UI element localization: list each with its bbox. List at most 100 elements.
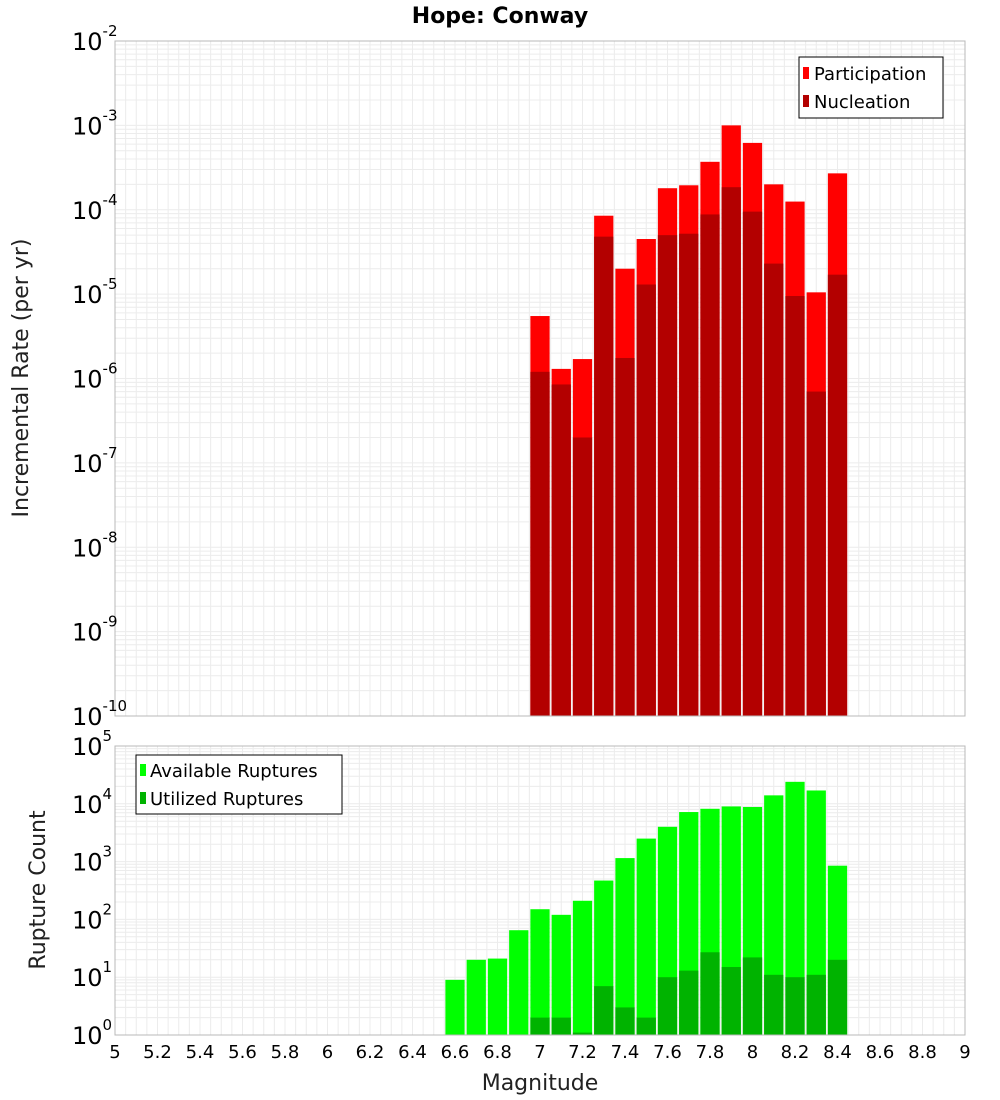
top-plot-frame (114, 40, 966, 717)
bottom-bar-series2 (572, 1032, 593, 1035)
x-tick-label: 9 (959, 1042, 970, 1063)
chart-title: Hope: Conway (412, 4, 588, 29)
bottom-bar-series2 (530, 1017, 550, 1035)
legend-label-utilized: Utilized Ruptures (150, 789, 303, 810)
bottom-legend-box (135, 754, 343, 815)
bottom-legend: Available Ruptures Utilized Ruptures (135, 754, 343, 815)
top-bar-series2 (636, 284, 656, 716)
x-tick-label: 7.2 (568, 1042, 597, 1063)
bottom-bar-series2 (700, 952, 720, 1035)
x-tick-label: 8.2 (781, 1042, 810, 1063)
x-tick-label: 7.4 (611, 1042, 640, 1063)
x-tick-label: 6.2 (356, 1042, 385, 1063)
top-y-axis-label: Incremental Rate (per yr) (9, 239, 34, 518)
bottom-bar-series2 (785, 977, 805, 1035)
top-bar-series2 (530, 371, 550, 716)
bottom-bar-series1 (785, 781, 805, 1035)
bottom-bar-series2 (615, 1007, 635, 1035)
bottom-bar-series2 (742, 957, 763, 1035)
bottom-bar-series1 (509, 930, 529, 1035)
top-y-tick-label: 10-3 (72, 106, 118, 140)
x-tick-label: 6 (322, 1042, 333, 1063)
bottom-plot-bars (445, 781, 848, 1035)
top-y-tick-label: 10-7 (72, 444, 118, 478)
bottom-bar-series1 (445, 979, 465, 1035)
top-bar-series2 (742, 211, 763, 716)
bottom-y-tick-label: 102 (72, 900, 112, 934)
top-y-tick-label: 10-6 (72, 360, 118, 394)
bottom-bar-series1 (551, 914, 571, 1035)
bottom-bar-series1 (572, 900, 593, 1035)
x-tick-label: 7.8 (696, 1042, 725, 1063)
bottom-y-tick-label: 105 (72, 727, 112, 761)
legend-swatch-nucleation (803, 95, 809, 107)
bottom-y-tick-label: 101 (72, 958, 112, 992)
top-y-tick-labels: 10-10 10-9 10-8 10-7 10-6 10-5 10-4 10-3 10-2 (72, 22, 127, 731)
top-bar-series2 (679, 233, 699, 716)
x-tick-label: 6.6 (441, 1042, 470, 1063)
x-tick-label: 6.4 (398, 1042, 427, 1063)
bottom-bar-series2 (551, 1017, 571, 1035)
bottom-bar-series2 (806, 974, 826, 1035)
x-tick-label: 8 (747, 1042, 758, 1063)
top-y-tick-label: 10-8 (72, 528, 118, 562)
bottom-y-axis-label: Rupture Count (26, 810, 51, 970)
x-tick-label: 5.4 (186, 1042, 215, 1063)
top-y-tick-label: 10-4 (72, 191, 118, 225)
bottom-y-tick-labels: 100 101 102 103 104 105 (72, 727, 112, 1050)
x-tick-label: 8.4 (823, 1042, 852, 1063)
top-bar-series2 (806, 391, 826, 716)
legend-swatch-available (140, 764, 146, 776)
top-bar-series2 (700, 214, 720, 717)
x-tick-label: 8.6 (866, 1042, 895, 1063)
x-tick-label: 7.6 (653, 1042, 682, 1063)
top-bar-series2 (615, 357, 635, 716)
top-bar-series2 (551, 384, 571, 716)
top-y-tick-label: 10-5 (72, 275, 118, 309)
bottom-y-tick-label: 104 (72, 785, 112, 819)
bottom-bar-series1 (806, 790, 826, 1035)
x-tick-label: 5 (109, 1042, 120, 1063)
top-bar-series2 (721, 187, 741, 716)
top-bar-series2 (764, 263, 784, 716)
x-tick-labels: 5 5.2 5.4 5.6 5.8 6 6.2 6.4 6.6 6.8 7 7.2 7.4 7.6 7.8 8… (109, 1042, 970, 1063)
top-bar-series2 (827, 274, 848, 716)
top-bar-series2 (572, 437, 593, 716)
bottom-bar-series2 (721, 967, 741, 1035)
bottom-bar-series1 (487, 958, 508, 1035)
bottom-bar-series1 (615, 858, 635, 1035)
legend-label-available: Available Ruptures (150, 761, 318, 782)
x-tick-label: 5.2 (143, 1042, 172, 1063)
x-tick-label: 6.8 (483, 1042, 512, 1063)
legend-swatch-participation (803, 67, 809, 79)
bottom-bar-series2 (594, 986, 614, 1035)
top-y-tick-label: 10-2 (72, 22, 118, 56)
top-bar-series2 (594, 236, 614, 716)
x-tick-label: 8.8 (908, 1042, 937, 1063)
x-tick-label: 5.8 (271, 1042, 300, 1063)
top-plot-bars (530, 125, 848, 717)
top-bar-series2 (785, 296, 805, 716)
bottom-bar-series2 (764, 974, 784, 1035)
bottom-bar-series1 (466, 959, 486, 1035)
legend-swatch-utilized (140, 792, 146, 804)
x-tick-label: 7 (534, 1042, 545, 1063)
x-axis-label: Magnitude (482, 1071, 599, 1096)
legend-label-nucleation: Nucleation (814, 92, 910, 113)
bottom-bar-series1 (530, 909, 550, 1035)
bottom-bar-series1 (636, 838, 656, 1035)
top-legend: Participation Nucleation (798, 56, 944, 119)
top-bar-series2 (657, 235, 678, 716)
bottom-y-tick-label: 103 (72, 843, 112, 877)
top-y-tick-label: 10-10 (72, 697, 127, 731)
bottom-bar-series2 (827, 959, 848, 1035)
bottom-y-tick-label: 100 (72, 1016, 112, 1050)
bottom-bar-series2 (636, 1017, 656, 1035)
top-legend-box (798, 56, 944, 119)
bottom-bar-series2 (657, 977, 678, 1035)
top-y-tick-label: 10-9 (72, 613, 118, 647)
x-tick-label: 5.6 (228, 1042, 257, 1063)
bottom-plot-frame (114, 745, 966, 1036)
legend-label-participation: Participation (814, 64, 926, 85)
